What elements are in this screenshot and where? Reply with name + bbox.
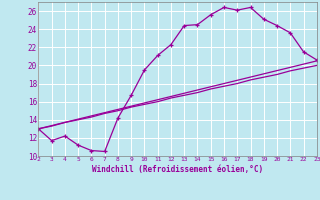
X-axis label: Windchill (Refroidissement éolien,°C): Windchill (Refroidissement éolien,°C)	[92, 165, 263, 174]
